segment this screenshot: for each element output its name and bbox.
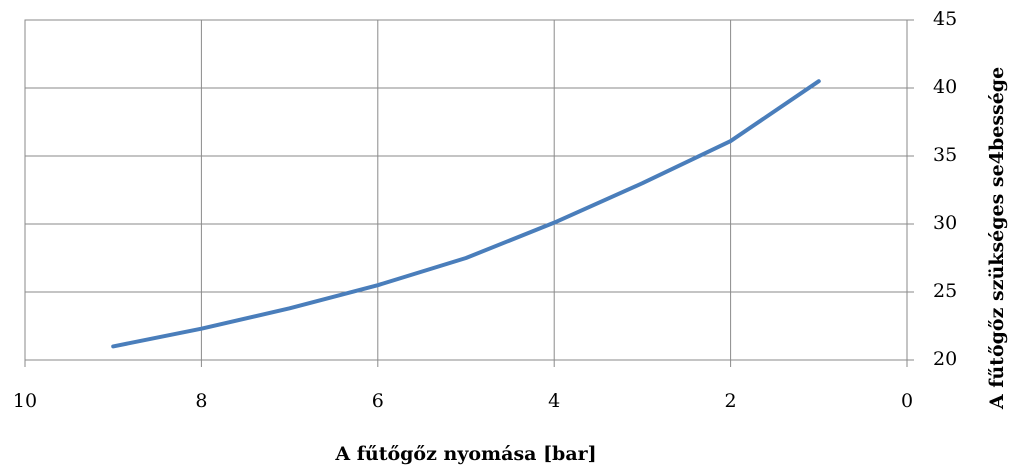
plot-frame [24, 19, 908, 361]
x-axis-title: A fűtőgőz nyomása [bar] [334, 443, 596, 465]
x-tick-label: 8 [195, 390, 207, 412]
x-tick-label: 4 [548, 390, 560, 412]
y-tick-label: 35 [933, 144, 957, 166]
data-line [111, 79, 821, 349]
y-tick-label: 25 [933, 280, 957, 302]
y-tick-label: 30 [933, 212, 957, 234]
x-tick-label: 6 [372, 390, 384, 412]
x-tick-label: 0 [901, 390, 913, 412]
x-tick-label: 2 [725, 390, 737, 412]
y-tick-label: 40 [933, 76, 957, 98]
y-tick-label: 45 [933, 8, 957, 30]
y-axis-title: A fűtőgőz szükséges se4bessége [986, 67, 1008, 410]
x-tick-label: 10 [13, 390, 37, 412]
y-tick-label: 20 [933, 348, 957, 370]
